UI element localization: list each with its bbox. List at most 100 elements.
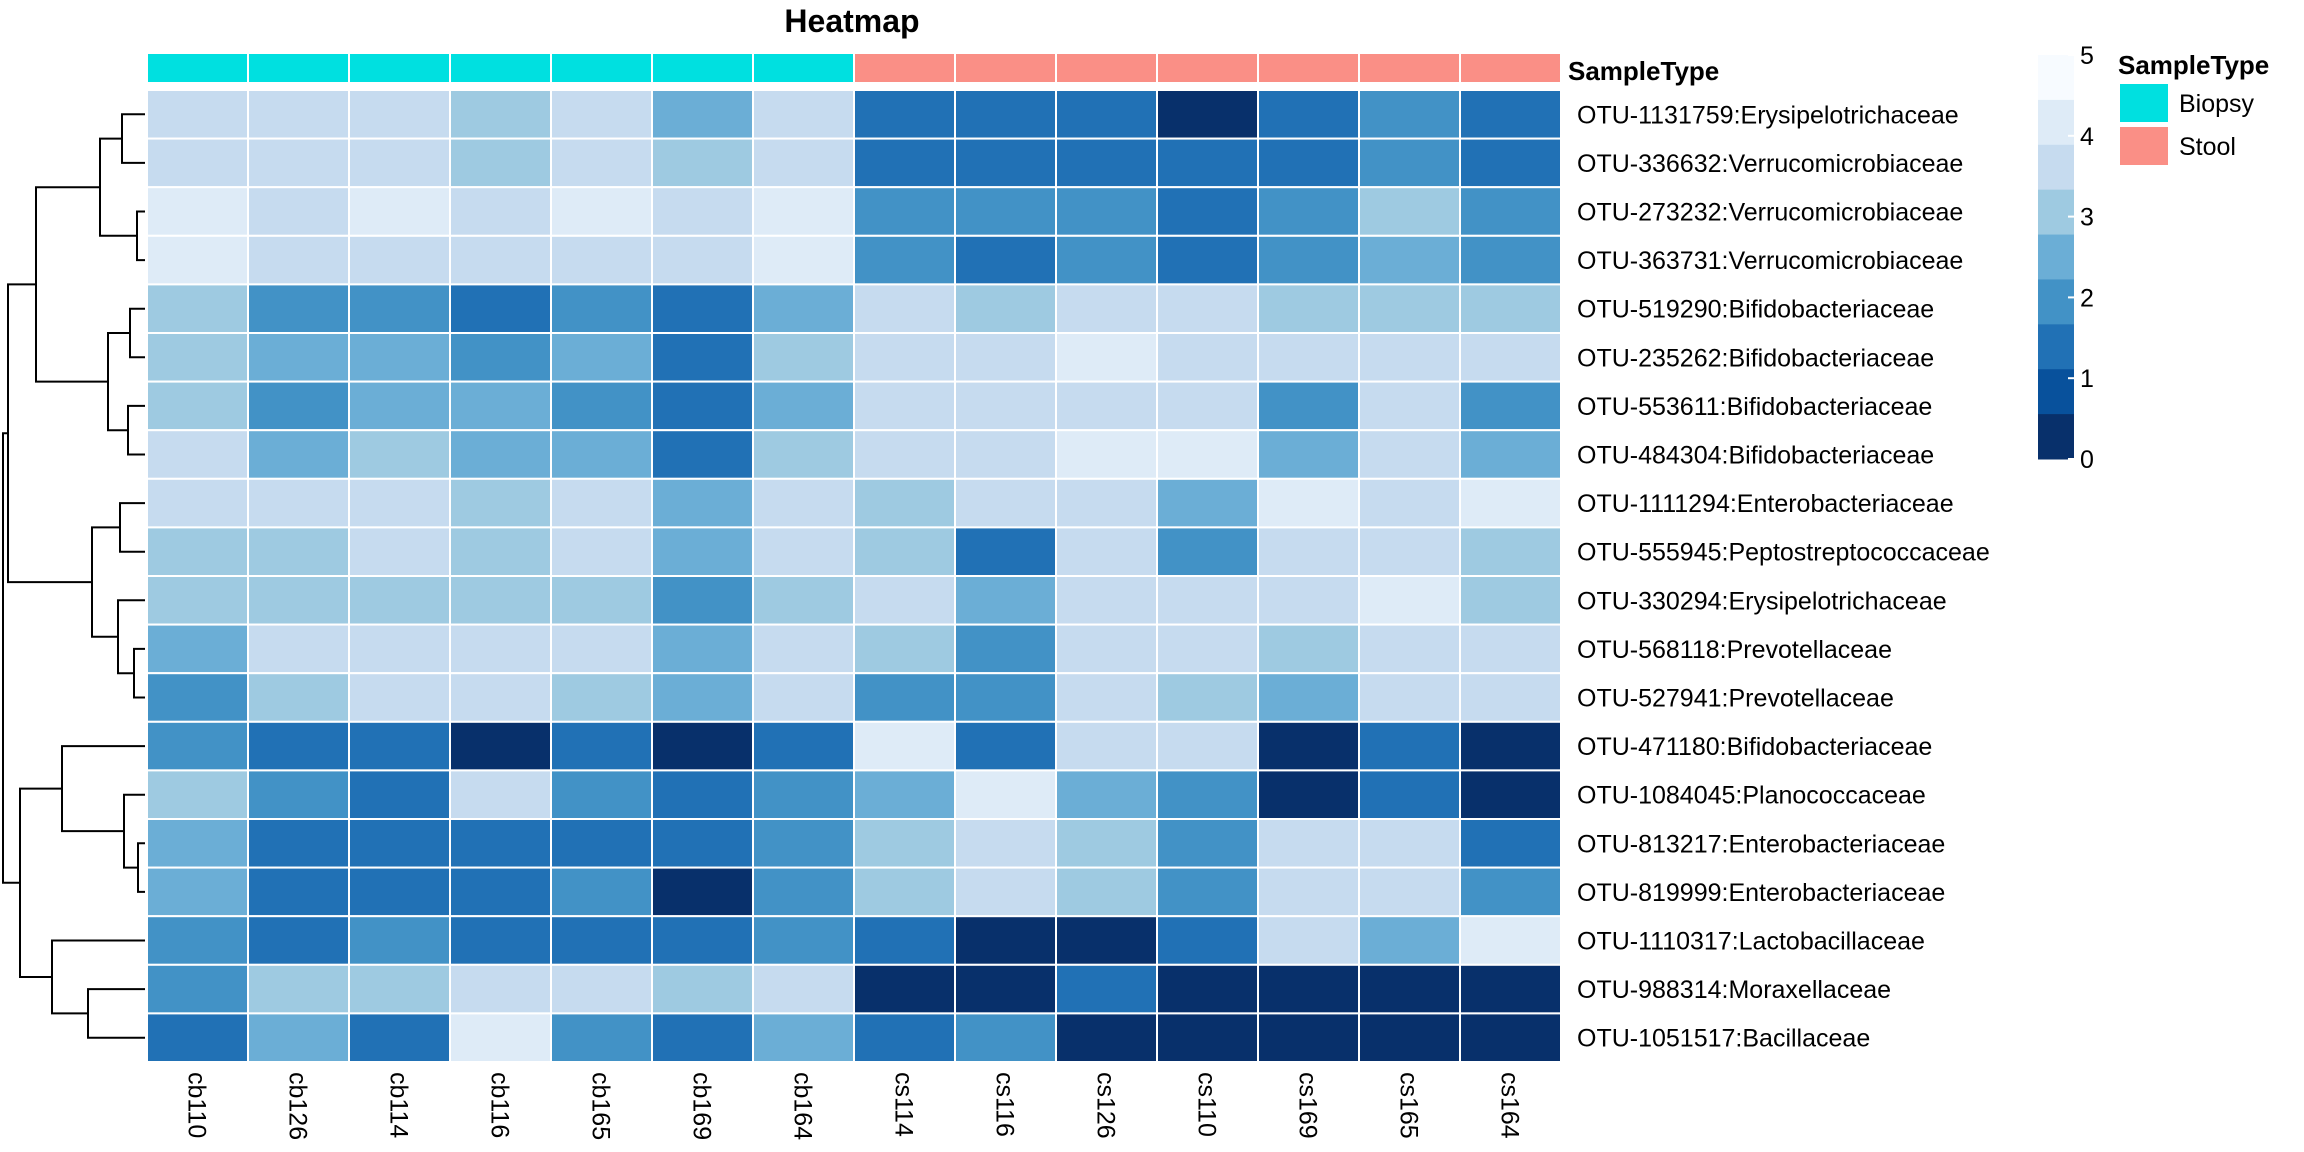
heatmap-cell [1156,380,1259,432]
heatmap-cell [1459,915,1562,966]
heatmap-cell [651,234,754,286]
dendrogram-branch [121,113,145,164]
heatmap-cell [1459,186,1562,237]
heatmap-cell [1156,89,1259,140]
heatmap-cell [651,1012,754,1064]
heatmap-cell [146,89,249,140]
heatmap-cell [146,866,249,918]
heatmap-cell [146,380,249,432]
heatmap-cell [954,89,1057,140]
heatmap-cell [348,526,451,578]
heatmap-cell [1055,526,1158,578]
heatmap-cell [853,1012,956,1064]
heatmap-cell [1055,866,1158,918]
heatmap-cell [1257,283,1360,334]
heatmap-cell [449,283,552,334]
column-label: cs169 [1294,1072,1322,1139]
heatmap-cell [954,720,1057,772]
heatmap-cell [247,915,350,966]
heatmap-cell [954,818,1057,869]
heatmap-cell [247,186,350,237]
heatmap-cell [752,672,855,723]
heatmap-cell [1459,429,1562,480]
heatmap-cell [449,526,552,578]
heatmap-cell [1055,380,1158,432]
heatmap-cell [550,186,653,237]
heatmap-cell [449,234,552,286]
color-scale-tick-label: 0 [2080,446,2094,474]
heatmap-cell [853,283,956,334]
color-scale-tick-label: 5 [2080,42,2094,70]
heatmap-cell [348,575,451,626]
row-label: OTU-1111294:Enterobacteriaceae [1577,490,1954,518]
heatmap-cell [1257,234,1360,286]
row-label: OTU-235262:Bifidobacteriaceae [1577,344,1934,372]
color-scale-swatch [2038,55,2074,101]
annotation-cell [1055,52,1158,84]
heatmap-cell [1459,769,1562,821]
heatmap-cell [954,769,1057,821]
annotation-cell [853,52,956,84]
annotation-cell [247,52,350,84]
heatmap-cell [1459,720,1562,772]
heatmap-cell [1055,672,1158,723]
heatmap-cell [1055,283,1158,334]
column-label: cs110 [1193,1072,1221,1137]
column-label: cb110 [183,1072,211,1138]
heatmap-cell [954,672,1057,723]
heatmap-cell [853,915,956,966]
column-label: cs164 [1496,1072,1524,1139]
heatmap-cell [1459,526,1562,578]
color-scale-swatch [2038,369,2074,415]
heatmap-cell [1459,283,1562,334]
heatmap-cell [1055,186,1158,237]
dendrogram-branch [117,599,145,675]
heatmap-cell [550,332,653,383]
column-label: cb165 [587,1072,615,1140]
heatmap-cell [550,234,653,286]
heatmap-cell [1358,866,1461,918]
heatmap-cell [853,137,956,189]
heatmap-cell [853,429,956,480]
heatmap-cell [247,234,350,286]
heatmap-cell [752,1012,855,1064]
dendrogram-branch [35,186,108,383]
heatmap-cell [1358,526,1461,578]
heatmap-cell [752,234,855,286]
heatmap-cell [146,769,249,821]
heatmap-cell [954,283,1057,334]
heatmap-cell [1257,1012,1360,1064]
heatmap-cell [651,332,754,383]
legend-title: SampleType [2118,50,2269,80]
heatmap-cell [1459,623,1562,675]
heatmap-cell [1156,477,1259,529]
heatmap-cell [853,186,956,237]
heatmap-cell [1257,186,1360,237]
heatmap-cell [247,137,350,189]
heatmap-cell [1055,915,1158,966]
heatmap-cell [651,915,754,966]
heatmap-cell [651,283,754,334]
row-label: OTU-1131759:Erysipelotrichaceae [1577,101,1959,129]
heatmap-cell [853,575,956,626]
heatmap-cell [954,186,1057,237]
heatmap-cell [550,137,653,189]
legend-label-biopsy: Biopsy [2179,90,2255,118]
row-label: OTU-1084045:Planococcaceae [1577,782,1926,810]
legend-swatch-stool [2120,127,2168,165]
heatmap-cell [1358,429,1461,480]
heatmap-cell [247,380,350,432]
heatmap-cell [752,526,855,578]
sample-type-legend: SampleType Biopsy Stool [2118,50,2269,165]
row-label: OTU-819999:Enterobacteriaceae [1577,879,1945,907]
heatmap-cell [550,380,653,432]
heatmap-cell [1358,332,1461,383]
heatmap-cell [146,623,249,675]
heatmap-cell [651,137,754,189]
heatmap-cell [1459,963,1562,1015]
heatmap-cell [449,137,552,189]
heatmap-cell [752,818,855,869]
heatmap-cell [853,720,956,772]
heatmap-cell [1459,477,1562,529]
heatmap-cell [853,623,956,675]
